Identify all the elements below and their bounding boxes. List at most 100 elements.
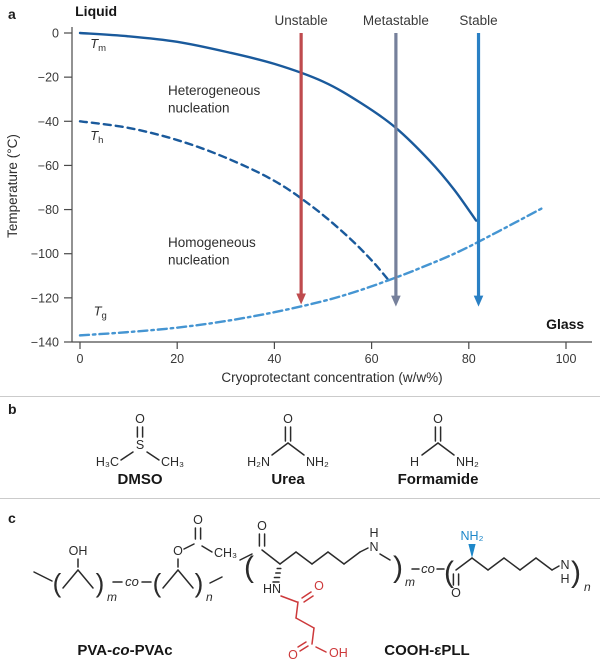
bond bbox=[471, 557, 489, 571]
atom-methyl: CH₃ bbox=[214, 546, 237, 560]
close-paren: ) bbox=[195, 568, 204, 598]
bond bbox=[162, 569, 179, 589]
subscript-n: n bbox=[206, 590, 213, 604]
bond bbox=[379, 553, 391, 561]
atom-ester-oxygen: O bbox=[173, 544, 183, 558]
curve-th bbox=[78, 120, 390, 282]
phase-diagram-chart: 0 −20 −40 −60 −80 −100 −120 −140 0 20 40 60 80 100 Cry… bbox=[5, 3, 592, 385]
arrow-label-metastable: Metastable bbox=[363, 13, 429, 28]
bond bbox=[487, 557, 505, 571]
atom-oxygen: O bbox=[135, 412, 145, 426]
y-tick-label: −140 bbox=[31, 335, 59, 349]
atom-methyl-left: H₃C bbox=[96, 455, 119, 469]
y-tick-label: −120 bbox=[31, 291, 59, 305]
panel-b-structures: O S H₃C CH₃ O H₂N NH₂ O H NH₂ bbox=[96, 412, 479, 469]
bond bbox=[183, 543, 195, 550]
copolymer-link: co bbox=[125, 574, 139, 589]
bond bbox=[146, 451, 160, 461]
subscript-m: m bbox=[107, 590, 117, 604]
open-paren: ( bbox=[444, 556, 454, 589]
dmso-label: DMSO bbox=[117, 471, 163, 488]
bond bbox=[551, 565, 560, 571]
bond bbox=[209, 576, 223, 584]
open-paren: ( bbox=[153, 568, 162, 598]
atom-red-carbonyl-oxygen: O bbox=[314, 579, 324, 593]
atom-red-acid-oxygen: O bbox=[288, 648, 298, 661]
urea-label: Urea bbox=[271, 471, 305, 488]
bond bbox=[343, 551, 361, 565]
y-tick-label: −80 bbox=[38, 203, 59, 217]
region-label-homogeneous-nucleation: Homogeneous bbox=[168, 235, 256, 250]
atom-hydrogen: H bbox=[410, 455, 419, 469]
bond-red bbox=[295, 617, 315, 629]
subscript-m: m bbox=[405, 575, 415, 589]
bond bbox=[359, 547, 369, 553]
y-axis-title: Temperature (°C) bbox=[5, 134, 20, 238]
y-tick-label: −40 bbox=[38, 115, 59, 129]
bond bbox=[327, 551, 345, 565]
molecule-formamide: O H NH₂ bbox=[410, 412, 479, 469]
arrowhead-stable bbox=[473, 295, 484, 307]
copolymer-link: co bbox=[421, 561, 435, 576]
x-tick-label: 80 bbox=[462, 352, 476, 366]
arrow-label-unstable: Unstable bbox=[274, 13, 327, 28]
bond-red bbox=[295, 601, 299, 619]
close-paren: ) bbox=[96, 568, 105, 598]
label-part: PVA- bbox=[77, 642, 113, 659]
bond bbox=[535, 557, 553, 571]
open-paren: ( bbox=[244, 551, 254, 584]
bond-red bbox=[280, 595, 298, 603]
panel-c-letter: c bbox=[8, 510, 16, 526]
subscript-n: n bbox=[584, 580, 591, 594]
panel-b-letter: b bbox=[8, 401, 17, 417]
bond bbox=[295, 551, 313, 565]
y-tick-label: −100 bbox=[31, 247, 59, 261]
bond-red bbox=[297, 641, 307, 648]
bond bbox=[261, 549, 281, 565]
x-tick-label: 20 bbox=[170, 352, 184, 366]
molecule-cooh-epll: ( O HN H N ) m co ( bbox=[239, 519, 591, 661]
y-tick-label: 0 bbox=[52, 27, 59, 41]
bond bbox=[120, 451, 134, 461]
bond bbox=[177, 569, 194, 589]
atom-right-h: H bbox=[560, 572, 569, 586]
bond bbox=[239, 553, 253, 561]
cooh-epll-label: COOH-εPLL bbox=[384, 642, 470, 659]
arrowhead-metastable bbox=[391, 295, 401, 307]
formamide-label: Formamide bbox=[397, 471, 479, 488]
atom-amine-right: NH₂ bbox=[456, 455, 479, 469]
atom-amide-hn: HN bbox=[263, 582, 281, 596]
y-tick-label: −20 bbox=[38, 71, 59, 85]
arrow-label-stable: Stable bbox=[459, 13, 497, 28]
close-paren: ) bbox=[393, 551, 403, 584]
curve-label-tg: Tg bbox=[94, 304, 107, 322]
atom-amide-n: N bbox=[369, 540, 378, 554]
close-paren: ) bbox=[571, 556, 581, 589]
molecule-dmso: O S H₃C CH₃ bbox=[96, 412, 184, 469]
region-label-liquid: Liquid bbox=[75, 3, 117, 19]
atom-hydroxyl: OH bbox=[69, 544, 88, 558]
bond bbox=[503, 557, 521, 571]
bond bbox=[279, 551, 297, 565]
bond bbox=[437, 442, 455, 456]
bond bbox=[201, 545, 213, 553]
bond-red bbox=[315, 646, 327, 653]
y-tick-label: −60 bbox=[38, 159, 59, 173]
open-paren: ( bbox=[53, 568, 62, 598]
divider-b-c bbox=[0, 498, 600, 499]
atom-carbonyl-oxygen: O bbox=[451, 586, 461, 600]
atom-sulfur: S bbox=[136, 438, 144, 452]
atom-methyl-right: CH₃ bbox=[161, 455, 184, 469]
atom-oxygen: O bbox=[433, 412, 443, 426]
atom-amine-right: NH₂ bbox=[306, 455, 329, 469]
atom-carbonyl-oxygen: O bbox=[257, 519, 267, 533]
bond bbox=[271, 442, 289, 456]
curve-tg bbox=[78, 207, 543, 337]
label-part: -PVAc bbox=[129, 642, 173, 659]
panel-c-structures: ( OH ) m co ( ) n O O CH₃ bbox=[33, 513, 591, 661]
region-label-homogeneous-nucleation: nucleation bbox=[168, 253, 230, 268]
bond-red bbox=[311, 627, 315, 645]
region-label-glass: Glass bbox=[546, 316, 584, 332]
region-label-heterogeneous-nucleation: nucleation bbox=[168, 100, 230, 115]
